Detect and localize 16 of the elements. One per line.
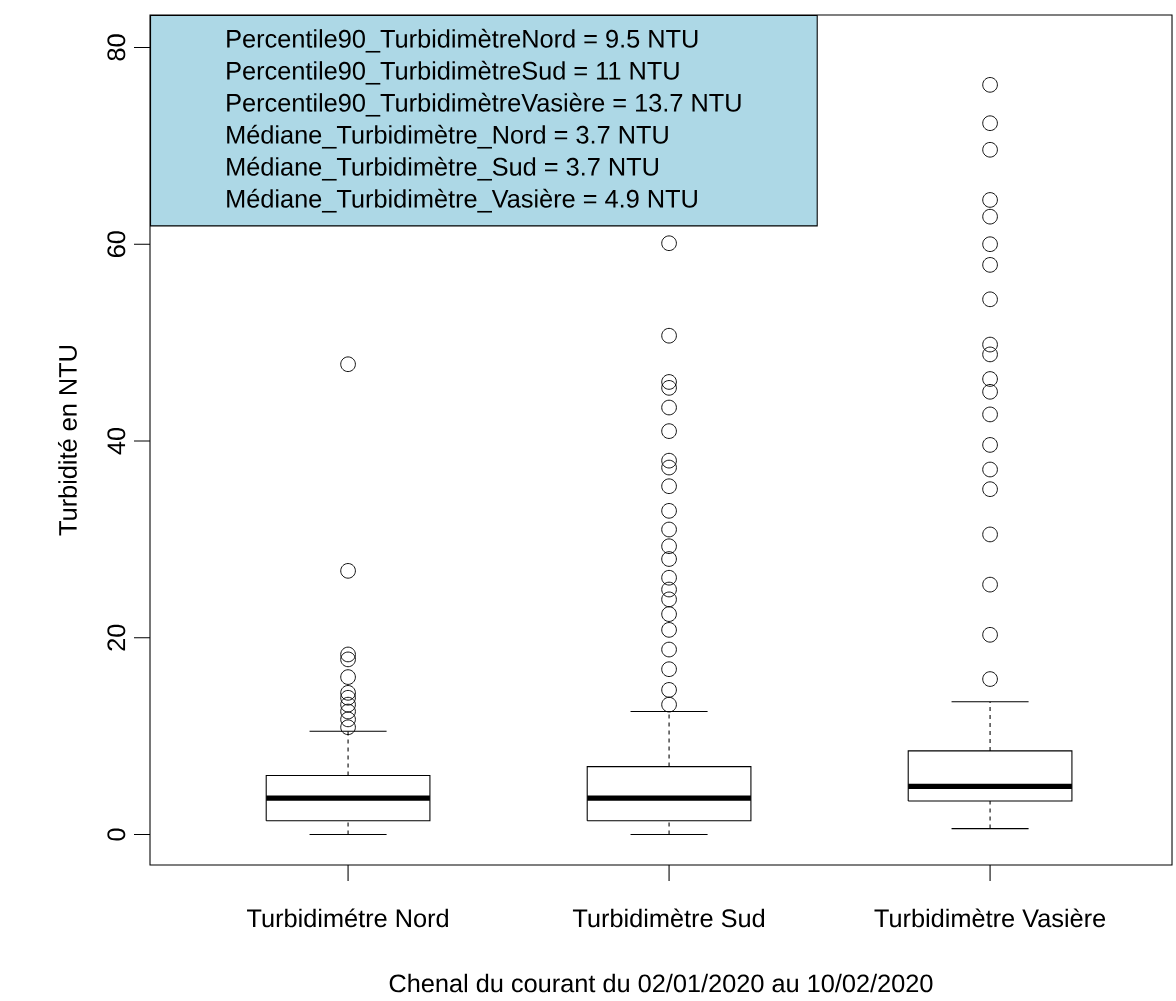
annotation: Médiane_Turbidimètre_Vasière = 4.9 NTU xyxy=(227,188,697,213)
x-axis-title: Chenal du courant du 02/01/2020 au 10/02/2020 xyxy=(389,973,933,993)
x-tick-label: Turbidimètre Vasière xyxy=(874,908,1106,928)
annotation: Percentile90_TurbidimètreVasière = 13.7 NTU xyxy=(227,92,741,117)
x-tick-label: Turbidimétre Nord xyxy=(247,908,448,928)
y-tick-label: 80 xyxy=(107,34,126,61)
x-tick-label: Turbidimètre Sud xyxy=(572,908,765,928)
y-tick-label: 0 xyxy=(107,828,126,841)
y-tick-label: 60 xyxy=(107,231,126,258)
y-axis-title: Turbidité en NTU xyxy=(57,346,77,536)
annotation: Médiane_Turbidimètre_Nord = 3.7 NTU xyxy=(227,124,668,149)
annotation: Percentile90_TurbidimètreNord = 9.5 NTU xyxy=(227,28,698,53)
annotation: Percentile90_TurbidimètreSud = 11 NTU xyxy=(227,60,679,85)
annotation: Médiane_Turbidimètre_Sud = 3.7 NTU xyxy=(227,156,658,181)
y-tick-label: 20 xyxy=(107,624,126,651)
y-tick-label: 40 xyxy=(107,427,126,455)
